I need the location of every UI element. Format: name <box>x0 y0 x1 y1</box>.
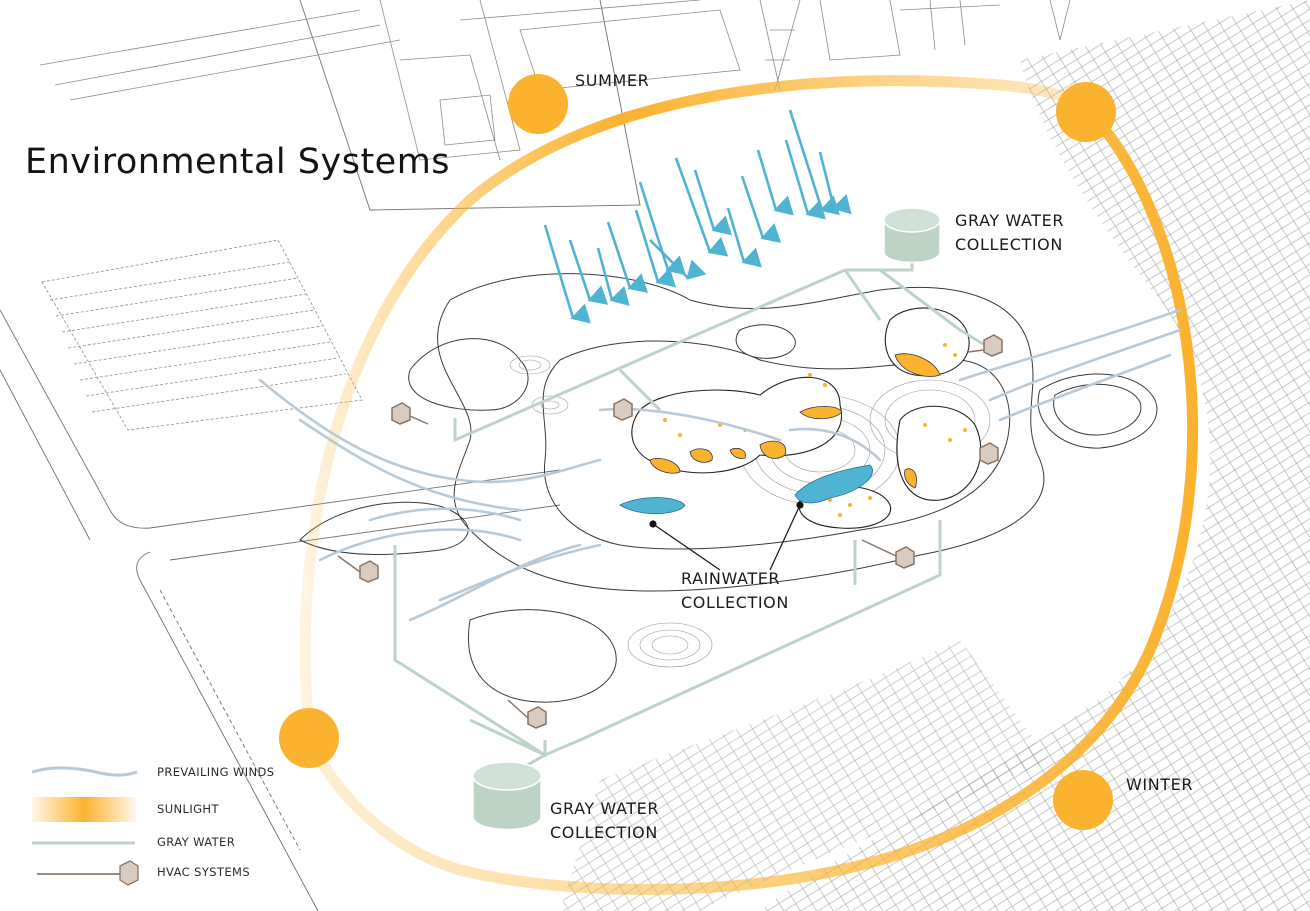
cistern-top-icon <box>883 207 941 264</box>
rainwater-leaders <box>649 501 804 571</box>
summer-label: SUMMER <box>575 71 650 90</box>
sunlit-roof-dots <box>663 343 967 517</box>
hvac-unit-icon <box>391 402 429 425</box>
gray-water-top-line1: GRAY WATER <box>955 211 1065 230</box>
legend-hvac-label: HVAC SYSTEMS <box>157 865 251 879</box>
gray-water-bottom-line1: GRAY WATER <box>550 799 660 818</box>
sun-east-icon <box>1056 82 1116 142</box>
winter-label: WINTER <box>1126 775 1194 794</box>
gray-water-bottom-line2: COLLECTION <box>550 823 658 842</box>
sunlight-rays <box>543 109 852 324</box>
legend-winds-label: PREVAILING WINDS <box>157 765 275 779</box>
rainwater-pools <box>619 464 873 515</box>
legend-graywater-label: GRAY WATER <box>157 835 236 849</box>
solar-panel-field <box>560 0 1310 911</box>
sun-winter-icon <box>1053 770 1113 830</box>
gray-water-top-line2: COLLECTION <box>955 235 1063 254</box>
prevailing-winds <box>258 308 1182 622</box>
gray-water-collection-bottom-label: GRAY WATER COLLECTION <box>550 797 659 845</box>
hvac-unit-icon <box>507 699 547 729</box>
rainwater-collection-label: RAINWATER COLLECTION <box>681 567 789 615</box>
hvac-unit-icon <box>861 539 915 569</box>
legend-hvac-swatch <box>37 860 139 886</box>
rainwater-line1: RAINWATER <box>681 569 781 588</box>
hvac-units <box>337 334 1003 729</box>
gray-water-lines <box>393 238 986 777</box>
rainwater-line2: COLLECTION <box>681 593 789 612</box>
sun-positions <box>279 74 1116 830</box>
legend-sunlight-label: SUNLIGHT <box>157 802 219 816</box>
sun-west-icon <box>279 708 339 768</box>
sun-summer-icon <box>508 74 568 134</box>
hvac-unit-icon <box>613 398 633 421</box>
legend-swatches <box>31 766 139 886</box>
legend-sunlight-swatch <box>32 797 136 822</box>
hvac-unit-icon <box>967 334 1003 357</box>
power-substation <box>39 0 1071 161</box>
legend-winds-swatch <box>31 766 138 777</box>
site-outline <box>299 273 1158 703</box>
gray-water-collection-top-label: GRAY WATER COLLECTION <box>955 209 1064 257</box>
sun-path-arc <box>299 75 1199 895</box>
hvac-unit-icon <box>979 442 999 465</box>
road-lines <box>0 0 641 911</box>
cistern-bottom-icon <box>472 761 542 831</box>
sunlit-roof-patches <box>649 353 941 489</box>
parking-lot <box>41 239 363 431</box>
hvac-unit-icon <box>337 555 379 583</box>
page-title: Environmental Systems <box>25 142 451 182</box>
